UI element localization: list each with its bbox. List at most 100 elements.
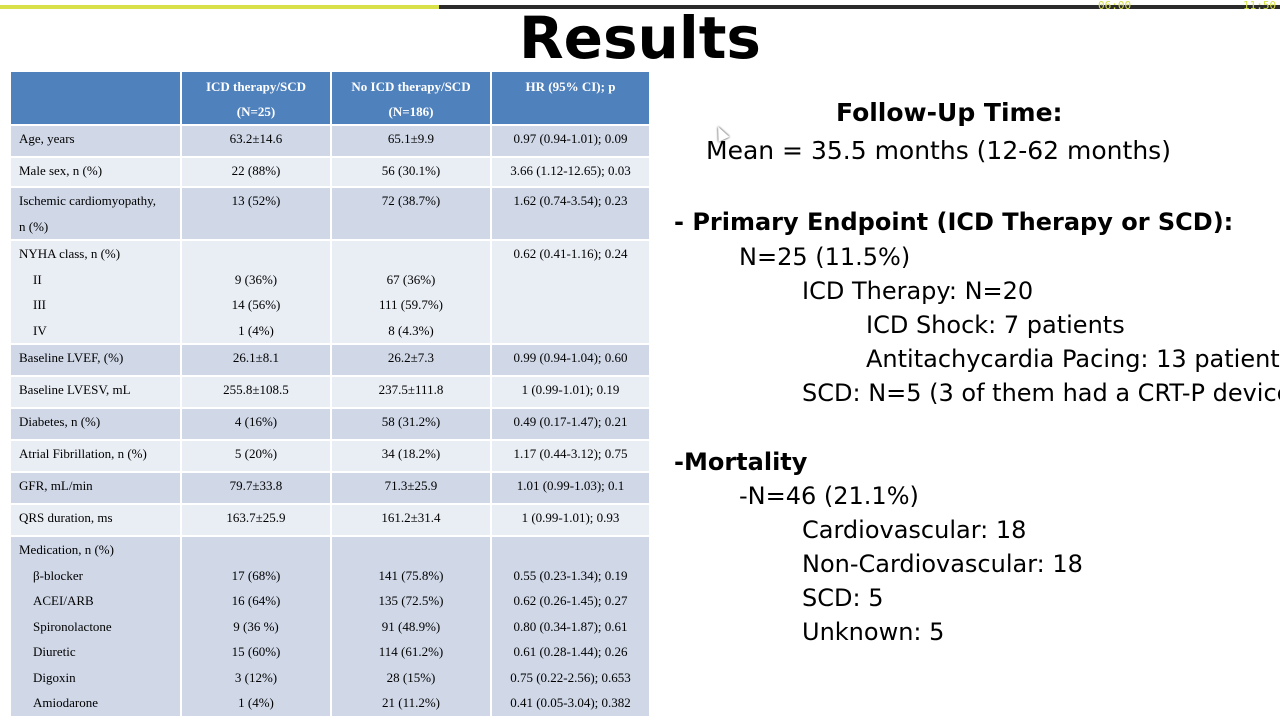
table-cell-no-icd-value: 161.2±31.4 <box>331 503 492 536</box>
hr-value-line: ​ <box>500 214 641 240</box>
no-icd-value-line: 91 (48.9%) <box>381 618 441 634</box>
table-cell-hr-value: 0.99 (0.94-1.04); 0.60 <box>491 343 651 376</box>
table-cell-row-label: Atrial Fibrillation, n (%) <box>11 439 182 472</box>
row-label-line: Digoxin <box>33 669 76 685</box>
no-icd-value-line: ​ <box>340 214 482 240</box>
table-cell-row-label: GFR, mL/min <box>11 471 182 504</box>
table-cell-no-icd-value: 56 (30.1%) <box>331 156 492 187</box>
table-cell-hr-value: 3.66 (1.12-12.65); 0.03 <box>491 156 651 187</box>
no-icd-value-line: 65.1±9.9 <box>387 131 435 146</box>
mortality-heading: -Mortality <box>674 448 808 476</box>
row-label-line: Male sex, n (%) <box>19 163 103 178</box>
icd-value-line: ​ <box>190 241 322 267</box>
no-icd-value-line: 26.2±7.3 <box>387 350 435 365</box>
no-icd-value-line: 28 (15%) <box>386 669 436 685</box>
row-label-line: Diuretic <box>33 644 76 659</box>
hr-value-line: 0.75 (0.22-2.56); 0.653 <box>510 669 631 685</box>
row-label-line: NYHA class, n (%) <box>19 246 121 261</box>
no-icd-value-line: 71.3±25.9 <box>384 478 438 493</box>
hr-value-line: 1 (0.99-1.01); 0.19 <box>521 382 620 397</box>
table-header-hr: HR (95% CI); p <box>491 72 651 125</box>
no-icd-value-line: 56 (30.1%) <box>381 163 441 178</box>
no-icd-value-line: 161.2±31.4 <box>381 510 441 525</box>
hr-value-line: 1.01 (0.99-1.03); 0.1 <box>516 478 625 493</box>
icd-value-line: 3 (12%) <box>234 669 278 685</box>
table-row: Ischemic cardiomyopathy,n (%)13 (52%)​72… <box>11 186 651 240</box>
table-cell-icd-value: 13 (52%) ​ <box>181 186 332 240</box>
row-label-line: Spironolactone <box>33 618 112 634</box>
hr-value-line: 0.62 (0.26-1.45); 0.27 <box>513 593 628 608</box>
table-row: Baseline LVESV, mL 255.8±108.5 237.5±111.8… <box>11 375 651 408</box>
current-time: 06:00 <box>1098 0 1132 12</box>
table-cell-icd-value: 255.8±108.5 <box>181 375 332 408</box>
icd-value-line: 1 (4%) <box>238 695 274 710</box>
icd-value-line: 4 (16%) <box>234 414 278 429</box>
table-cell-no-icd-value: 72 (38.7%) ​ <box>331 186 492 240</box>
no-icd-value-line: 141 (75.8%) <box>378 567 444 583</box>
no-icd-value-line: 111 (59.7%) <box>378 297 444 312</box>
progress-remaining <box>1090 5 1280 9</box>
icd-value-line: 22 (88%) <box>231 163 281 178</box>
no-icd-value-line: 67 (36%) <box>386 271 436 287</box>
icd-value-line: 1 (4%) <box>238 322 274 338</box>
table-cell-no-icd-value: 26.2±7.3 <box>331 343 492 376</box>
table-cell-hr-value: 1 (0.99-1.01); 0.93 <box>491 503 651 536</box>
hr-value-line: ​ <box>500 537 641 563</box>
results-table: ICD therapy/SCD (N=25) No ICD therapy/SC… <box>11 72 651 716</box>
no-icd-value-line: 58 (31.2%) <box>381 414 441 429</box>
hr-value-line: 3.66 (1.12-12.65); 0.03 <box>510 163 631 178</box>
icd-value-line: 15 (60%) <box>231 644 281 659</box>
no-icd-value-line: 72 (38.7%) <box>381 193 441 208</box>
table-row: Baseline LVEF, (%) 26.1±8.1 26.2±7.3 0.99 (… <box>11 343 651 376</box>
hr-value-line: 0.80 (0.34-1.87); 0.61 <box>513 618 628 634</box>
icd-shock: ICD Shock: 7 patients <box>866 311 1125 339</box>
table-cell-row-label: Age, years <box>11 124 182 157</box>
hr-value-line: 0.62 (0.41-1.16); 0.24 <box>513 246 628 261</box>
row-label-line: Ischemic cardiomyopathy, <box>19 193 157 208</box>
table-cell-hr-value: 0.62 (0.41-1.16); 0.24​​​ <box>491 239 651 344</box>
table-cell-icd-value: 63.2±14.6 <box>181 124 332 157</box>
table-header-row: ICD therapy/SCD (N=25) No ICD therapy/SC… <box>11 72 651 125</box>
icd-value-line: 163.7±25.9 <box>226 510 286 525</box>
row-label-line: GFR, mL/min <box>19 478 93 493</box>
table-cell-no-icd-value: 34 (18.2%) <box>331 439 492 472</box>
table-cell-icd-value: 79.7±33.8 <box>181 471 332 504</box>
followup-heading: Follow-Up Time: <box>836 98 1063 127</box>
scd-count: SCD: N=5 (3 of them had a CRT-P device) <box>802 379 1280 407</box>
icd-value-line: 255.8±108.5 <box>223 382 289 397</box>
icd-value-line: ​ <box>190 214 322 240</box>
table-cell-hr-value: 0.49 (0.17-1.47); 0.21 <box>491 407 651 440</box>
table-cell-no-icd-value: ​ 67 (36%) 111 (59.7%) 8 (4.3%) <box>331 239 492 344</box>
progress-track[interactable] <box>0 5 1090 9</box>
slide-title: Results <box>519 4 761 72</box>
table-header-label <box>11 72 182 125</box>
icd-value-line: 9 (36%) <box>234 271 278 287</box>
table-cell-icd-value: 5 (20%) <box>181 439 332 472</box>
table-cell-no-icd-value: 71.3±25.9 <box>331 471 492 504</box>
hr-value-line: ​ <box>500 318 641 344</box>
table-cell-row-label: NYHA class, n (%) II III IV <box>11 239 182 344</box>
hr-value-line: 1.17 (0.44-3.12); 0.75 <box>513 446 628 461</box>
total-time: 11:50 <box>1243 0 1277 12</box>
table-cell-row-label: QRS duration, ms <box>11 503 182 536</box>
table-cell-row-label: Baseline LVEF, (%) <box>11 343 182 376</box>
mortality-unknown: Unknown: 5 <box>802 618 945 646</box>
hr-value-line: 0.97 (0.94-1.01); 0.09 <box>513 131 628 146</box>
table-cell-row-label: Diabetes, n (%) <box>11 407 182 440</box>
antitachycardia-pacing: Antitachycardia Pacing: 13 patients <box>866 345 1280 373</box>
table-cell-icd-value: 163.7±25.9 <box>181 503 332 536</box>
icd-value-line: 13 (52%) <box>231 193 281 208</box>
table-cell-hr-value: ​ 0.55 (0.23-1.34); 0.19 0.62 (0.26-1.45);… <box>491 535 651 716</box>
row-label-line: Atrial Fibrillation, n (%) <box>19 446 147 461</box>
table-cell-no-icd-value: ​ 141 (75.8%) 135 (72.5%) 91 (48.9%) 114 (61… <box>331 535 492 716</box>
table-cell-icd-value: ​ 17 (68%) 16 (64%) 9 (36 %) 15 (60%) 3 (12%)… <box>181 535 332 716</box>
table-cell-icd-value: 4 (16%) <box>181 407 332 440</box>
table-cell-row-label: Baseline LVESV, mL <box>11 375 182 408</box>
video-progress-bar[interactable]: 06:00 11:50 <box>0 0 1280 14</box>
hr-value-line: 0.61 (0.28-1.44); 0.26 <box>513 644 628 659</box>
table-cell-icd-value: 26.1±8.1 <box>181 343 332 376</box>
table-row: GFR, mL/min 79.7±33.8 71.3±25.9 1.01 (0.99-… <box>11 471 651 504</box>
icd-value-line: 14 (56%) <box>231 297 281 312</box>
table-cell-no-icd-value: 58 (31.2%) <box>331 407 492 440</box>
